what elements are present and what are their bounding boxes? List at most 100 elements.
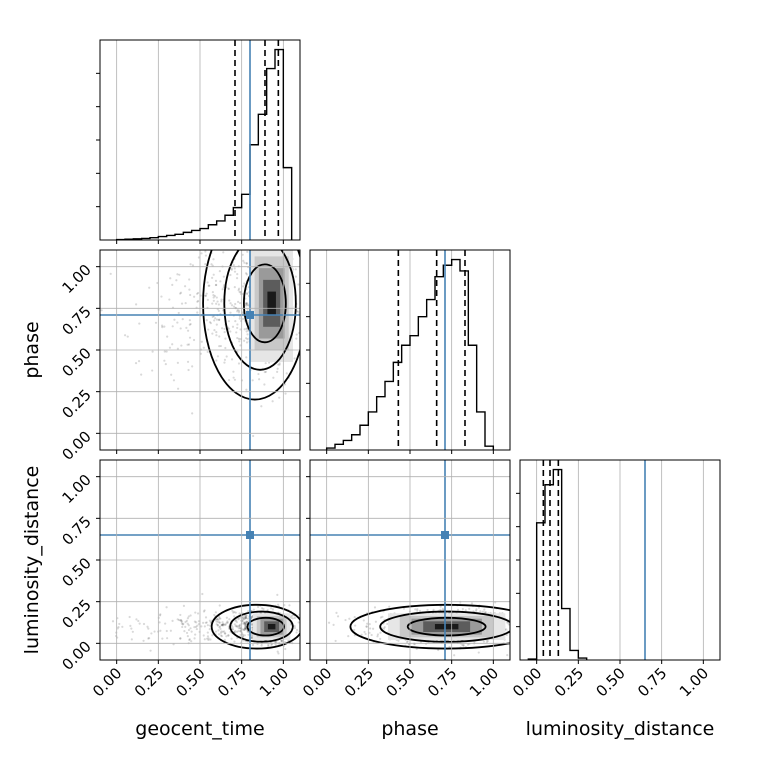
scatter-point (226, 621, 229, 624)
scatter-point (461, 643, 464, 647)
scatter-point (243, 621, 247, 624)
hist-panel-phase (306, 249, 511, 454)
scatter-point (153, 630, 156, 633)
scatter-point (121, 625, 124, 628)
scatter-point (249, 247, 251, 249)
scatter-point (223, 632, 227, 635)
scatter-point (217, 318, 221, 322)
scatter-point (244, 616, 248, 620)
scatter-point (215, 330, 218, 334)
scatter-point (529, 623, 531, 625)
scatter-point (336, 615, 340, 618)
scatter-point (244, 272, 248, 275)
scatter-point (456, 608, 460, 611)
scatter-point (215, 359, 218, 362)
scatter-point (191, 365, 194, 368)
scatter-point (234, 302, 237, 306)
x-tick-label: 0.25 (551, 664, 587, 700)
scatter-point (485, 641, 488, 644)
scatter-point (186, 343, 189, 346)
scatter-point (237, 627, 240, 630)
scatter-point (88, 293, 90, 295)
scatter-point (239, 328, 242, 331)
scatter-point (241, 620, 244, 623)
scatter-point (219, 627, 222, 631)
y-tick-label: 0.75 (58, 302, 94, 338)
scatter-point (481, 610, 484, 613)
scatter-point (188, 638, 191, 642)
x-tick-label: 0.25 (131, 664, 167, 700)
scatter-point (218, 345, 221, 348)
scatter-point (166, 335, 169, 338)
scatter-point (204, 616, 208, 619)
scatter-point (229, 302, 232, 305)
scatter-point (237, 300, 240, 303)
scatter-point (232, 370, 235, 373)
scatter-point (208, 627, 211, 631)
scatter-point (526, 631, 528, 633)
scatter-point (248, 242, 250, 244)
scatter-point (147, 637, 150, 640)
scatter-point (221, 288, 224, 291)
scatter-point (271, 233, 273, 235)
scatter-point (188, 638, 191, 641)
scatter-point (218, 616, 221, 620)
scatter-point (231, 628, 234, 631)
scatter-point (245, 273, 248, 276)
scatter-point (276, 650, 279, 653)
scatter-point (206, 350, 209, 353)
density-block (267, 624, 276, 630)
scatter-point (274, 643, 277, 646)
scatter-point (154, 321, 158, 324)
scatter-point (214, 283, 218, 287)
scatter-point (163, 350, 166, 353)
scatter-point (479, 610, 482, 613)
scatter-point (483, 608, 486, 611)
scatter-point (235, 277, 239, 280)
scatter-point (213, 295, 217, 298)
scatter-point (250, 636, 253, 639)
scatter-point (274, 243, 276, 245)
scatter-point (245, 617, 248, 620)
scatter-point (244, 628, 247, 631)
scatter-point (251, 629, 254, 632)
scatter-point (233, 267, 236, 270)
scatter-point (203, 638, 206, 641)
scatter-point (243, 339, 246, 342)
scatter-point (514, 616, 516, 618)
scatter-point (169, 629, 172, 632)
scatter-point (207, 638, 210, 642)
scatter-point (264, 362, 267, 365)
scatter-point (229, 273, 232, 277)
scatter-point (171, 343, 174, 346)
scatter-point (243, 282, 246, 285)
joint-content (88, 233, 300, 450)
scatter-point (512, 602, 514, 604)
scatter-point (251, 643, 255, 647)
scatter-point (218, 626, 221, 629)
scatter-point (283, 604, 286, 607)
scatter-point (226, 620, 229, 623)
scatter-point (179, 637, 182, 640)
scatter-point (244, 616, 247, 619)
x-axis-label-luminosity_distance: luminosity_distance (526, 718, 715, 740)
scatter-point (348, 617, 351, 620)
scatter-point (461, 607, 464, 611)
scatter-point (212, 294, 215, 297)
scatter-point (206, 635, 210, 638)
scatter-point (116, 627, 119, 630)
scatter-point (251, 615, 254, 618)
scatter-point (218, 625, 222, 628)
scatter-point (233, 286, 236, 289)
scatter-point (370, 633, 373, 637)
scatter-point (224, 346, 227, 350)
scatter-point (327, 621, 331, 624)
scatter-point (252, 608, 255, 611)
scatter-point (206, 298, 209, 301)
scatter-point (117, 626, 120, 629)
scatter-point (260, 644, 263, 647)
scatter-point (216, 617, 219, 621)
scatter-point (138, 622, 141, 625)
scatter-point (193, 626, 196, 629)
scatter-point (266, 241, 268, 243)
